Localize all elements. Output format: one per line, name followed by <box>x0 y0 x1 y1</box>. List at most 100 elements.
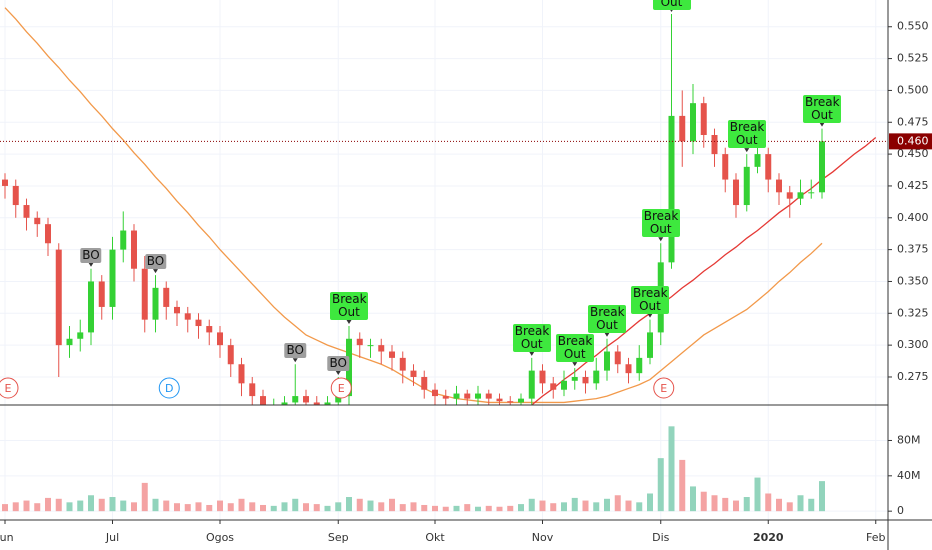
signal-arrow <box>604 332 610 337</box>
candle-body <box>238 364 245 384</box>
signal-label: BO <box>327 355 349 371</box>
volume-bar <box>131 502 137 512</box>
candle-body <box>2 179 8 186</box>
signal-arrow <box>572 362 578 367</box>
candle-body <box>593 370 600 384</box>
candle-body <box>410 370 417 377</box>
candle-body <box>109 249 116 307</box>
volume-bar <box>797 495 804 512</box>
candle-body <box>313 402 320 405</box>
volume-bar <box>668 426 675 512</box>
volume-bar <box>335 502 342 512</box>
x-tick-label: Jul <box>105 531 119 544</box>
volume-bar <box>464 504 471 512</box>
y-tick-label: 0.350 <box>897 274 929 287</box>
volume-bar <box>378 502 385 512</box>
volume-bar <box>690 486 696 512</box>
candle-body <box>23 205 30 218</box>
volume-bar <box>23 500 30 512</box>
x-tick-label: 2020 <box>753 531 784 544</box>
candle-body <box>131 230 137 269</box>
volume-bar <box>765 493 772 512</box>
candle-body <box>496 398 503 402</box>
x-tick-label: Sep <box>328 531 349 544</box>
volume-bar <box>346 497 352 512</box>
indicator-line <box>4 7 823 404</box>
signal-label: Break Out <box>631 285 669 314</box>
candle-body <box>550 383 557 390</box>
candle-body <box>303 396 309 403</box>
y-tick-label: 80M <box>897 433 921 446</box>
candle-body <box>582 376 589 384</box>
volume-bar <box>496 506 503 512</box>
signal-arrow <box>744 148 750 153</box>
y-tick-label: 0.550 <box>897 20 929 33</box>
candle-body <box>271 409 277 410</box>
candle-body <box>464 393 471 399</box>
candle-body <box>55 249 62 346</box>
event-marker <box>330 377 352 399</box>
last-price-box <box>889 133 932 150</box>
candle-body <box>518 398 524 403</box>
volume-bar <box>356 498 363 512</box>
x-tick-label: Dis <box>652 531 670 544</box>
candle-body <box>356 338 363 346</box>
y-tick-label: 0.500 <box>897 83 929 96</box>
candle-body <box>776 179 782 193</box>
volume-bar <box>582 500 589 512</box>
signal-label: Break Out <box>588 304 626 333</box>
volume-bar <box>819 481 825 512</box>
candle-body <box>195 319 202 327</box>
candle-body <box>389 351 395 358</box>
candle-body <box>485 393 492 399</box>
volume-bar <box>303 503 309 512</box>
volume-bar <box>238 498 245 512</box>
candle-body <box>399 357 406 371</box>
candle-body <box>184 313 191 320</box>
candle-body <box>141 268 148 320</box>
volume-bar <box>485 505 492 512</box>
signal-label: Break Out <box>512 323 551 352</box>
volume-bar <box>432 505 438 512</box>
volume-bar <box>776 498 782 512</box>
candle-body <box>260 396 266 405</box>
event-marker <box>653 377 675 399</box>
candle-body <box>174 306 180 314</box>
candle-body <box>528 370 535 399</box>
volume-bar <box>281 502 288 512</box>
y-tick-label: 0.475 <box>897 115 929 128</box>
candle-body <box>819 141 825 193</box>
last-price-label: 0.460 <box>897 134 929 147</box>
volume-bar <box>722 497 729 512</box>
volume-bar <box>292 498 299 512</box>
volume-bar <box>647 493 653 512</box>
volume-bar <box>808 498 815 512</box>
volume-bar <box>507 505 514 512</box>
candle-body <box>711 135 718 155</box>
candle-body <box>12 185 19 206</box>
candle-body <box>604 351 610 371</box>
signal-arrow <box>346 320 352 325</box>
candle-body <box>324 402 331 405</box>
event-label: E <box>660 382 667 395</box>
volume-bar <box>442 506 449 512</box>
signal-arrow <box>153 269 158 274</box>
volume-bar <box>518 504 524 512</box>
event-marker <box>0 377 19 399</box>
y-tick-label: 0.400 <box>897 211 929 224</box>
signal-arrow <box>292 358 298 363</box>
y-tick-label: 0.325 <box>897 306 929 319</box>
event-label: E <box>5 382 12 395</box>
y-tick-label: 0.300 <box>897 338 929 351</box>
volume-bar <box>88 495 94 512</box>
volume-bar <box>217 500 223 512</box>
x-tick-label: Okt <box>425 531 445 544</box>
volume-bar <box>711 495 718 512</box>
volume-bar <box>174 503 180 512</box>
candle-body <box>743 166 750 206</box>
candle-body <box>754 154 761 167</box>
volume-bar <box>184 504 191 512</box>
candle-body <box>614 351 621 365</box>
volume-bar <box>636 502 643 512</box>
